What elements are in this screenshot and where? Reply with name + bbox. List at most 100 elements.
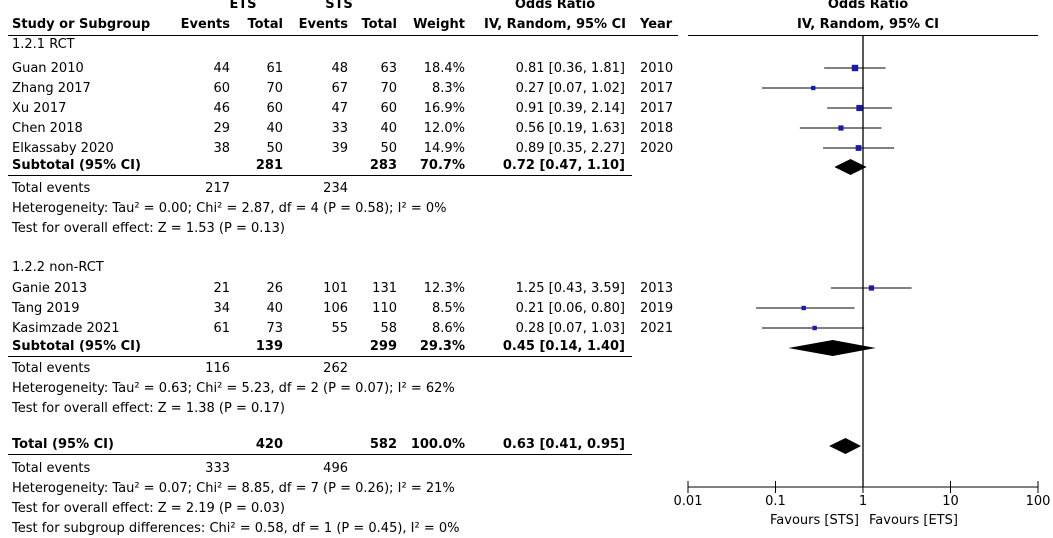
weight: 8.5% <box>431 301 465 316</box>
total-ets: 60 <box>266 101 283 116</box>
total-sts: 70 <box>380 81 397 96</box>
header-rule-right <box>688 35 1038 36</box>
weight: 18.4% <box>423 61 465 76</box>
odds-ratio-ci: 0.27 [0.07, 1.02] <box>515 81 625 96</box>
total-events-sts: 262 <box>323 361 348 376</box>
header-total-sts: Total <box>361 17 397 32</box>
header-or-title: Odds Ratio <box>514 0 596 12</box>
subtotal-total-ets: 139 <box>255 339 283 354</box>
tick-label: 100 <box>1026 494 1051 509</box>
subtotal-total-sts: 299 <box>369 339 397 354</box>
year: 2019 <box>640 301 674 316</box>
events-sts: 39 <box>331 141 348 156</box>
weight: 12.3% <box>423 281 465 296</box>
header-year: Year <box>640 17 673 32</box>
tick-label: 0.1 <box>765 494 786 509</box>
total-sts: 60 <box>380 101 397 116</box>
year: 2017 <box>640 101 674 116</box>
odds-ratio-ci: 0.89 [0.35, 2.27] <box>515 141 625 156</box>
events-ets: 46 <box>213 101 230 116</box>
study-name: Kasimzade 2021 <box>12 321 120 336</box>
subtotal-label: Subtotal (95% CI) <box>12 339 141 354</box>
pooled-diamond <box>788 340 876 356</box>
events-sts: 47 <box>331 101 348 116</box>
events-sts: 106 <box>323 301 348 316</box>
weight: 16.9% <box>423 101 465 116</box>
odds-ratio-ci: 0.81 [0.36, 1.81] <box>515 61 625 76</box>
events-ets: 38 <box>213 141 230 156</box>
total-sts: 58 <box>380 321 397 336</box>
weight: 14.9% <box>423 141 465 156</box>
study-point <box>838 125 844 131</box>
study-point <box>855 145 862 151</box>
header-sts: STS <box>325 0 353 12</box>
subtotal-ci: 0.45 [0.14, 1.40] <box>502 339 625 354</box>
odds-ratio-ci: 0.56 [0.19, 1.63] <box>515 121 625 136</box>
year: 2018 <box>640 121 674 136</box>
total-events-ets: 217 <box>205 181 230 196</box>
total-weight: 100.0% <box>410 437 465 452</box>
heterogeneity-text: Heterogeneity: Tau² = 0.00; Chi² = 2.87,… <box>12 201 447 216</box>
study-name: Chen 2018 <box>12 121 83 136</box>
total-sts: 40 <box>380 121 397 136</box>
odds-ratio-ci: 0.91 [0.39, 2.14] <box>515 101 625 116</box>
overall-effect-text: Test for overall effect: Z = 2.19 (P = 0… <box>12 501 285 516</box>
odds-ratio-ci: 0.28 [0.07, 1.03] <box>515 321 625 336</box>
total-ets: 73 <box>266 321 283 336</box>
study-point <box>868 285 875 291</box>
year: 2021 <box>640 321 674 336</box>
events-sts: 48 <box>331 61 348 76</box>
events-sts: 101 <box>323 281 348 296</box>
odds-ratio-ci: 1.25 [0.43, 3.59] <box>515 281 625 296</box>
total-ets: 50 <box>266 141 283 156</box>
heterogeneity-text: Heterogeneity: Tau² = 0.63; Chi² = 5.23,… <box>12 381 455 396</box>
weight: 12.0% <box>423 121 465 136</box>
events-ets: 61 <box>213 321 230 336</box>
total-ci: 0.63 [0.41, 0.95] <box>502 437 625 452</box>
total-ets: 26 <box>266 281 283 296</box>
total-events-sts: 496 <box>323 461 348 476</box>
study-name: Elkassaby 2020 <box>12 141 114 156</box>
group-title: 1.2.2 non-RCT <box>12 260 104 275</box>
study-name: Tang 2019 <box>12 301 80 316</box>
overall-effect-text: Test for overall effect: Z = 1.38 (P = 0… <box>12 401 285 416</box>
total-events-label: Total events <box>12 181 91 196</box>
total-ets: 70 <box>266 81 283 96</box>
total-total-ets: 420 <box>255 437 283 452</box>
study-name: Guan 2010 <box>12 61 84 76</box>
study-point <box>812 325 817 331</box>
odds-ratio-ci: 0.21 [0.06, 0.80] <box>515 301 625 316</box>
plot-marks <box>756 64 912 454</box>
total-ets: 40 <box>266 301 283 316</box>
study-point <box>811 85 816 91</box>
x-axis: 0.01 0.1 1 10 100 Favours [STS] Favours [ETS] <box>674 36 1051 528</box>
total-events-ets: 116 <box>205 361 230 376</box>
events-ets: 34 <box>213 301 230 316</box>
header-study: Study or Subgroup <box>12 17 151 32</box>
subtotal-weight: 70.7% <box>419 158 465 173</box>
tick-label: 10 <box>942 494 959 509</box>
header-events-ets: Events <box>180 17 230 32</box>
weight: 8.3% <box>431 81 465 96</box>
total-ets: 40 <box>266 121 283 136</box>
subtotal-ci: 0.72 [0.47, 1.10] <box>502 158 625 173</box>
study-name: Ganie 2013 <box>12 281 88 296</box>
pooled-diamond <box>829 438 862 454</box>
events-sts: 67 <box>331 81 348 96</box>
study-point <box>856 104 863 112</box>
total-sts: 50 <box>380 141 397 156</box>
tick-label: 1 <box>859 494 867 509</box>
header-events-sts: Events <box>298 17 348 32</box>
total-rule <box>8 454 632 455</box>
total-ets: 61 <box>266 61 283 76</box>
subtotal-rule-1 <box>8 175 632 176</box>
group-title: 1.2.1 RCT <box>12 37 75 52</box>
favours-left-label: Favours [STS] <box>770 513 859 528</box>
total-total-sts: 582 <box>369 437 397 452</box>
events-ets: 60 <box>213 81 230 96</box>
total-events-sts: 234 <box>323 181 348 196</box>
subtotal-label: Subtotal (95% CI) <box>12 158 141 173</box>
study-point <box>801 305 806 311</box>
events-ets: 21 <box>213 281 230 296</box>
